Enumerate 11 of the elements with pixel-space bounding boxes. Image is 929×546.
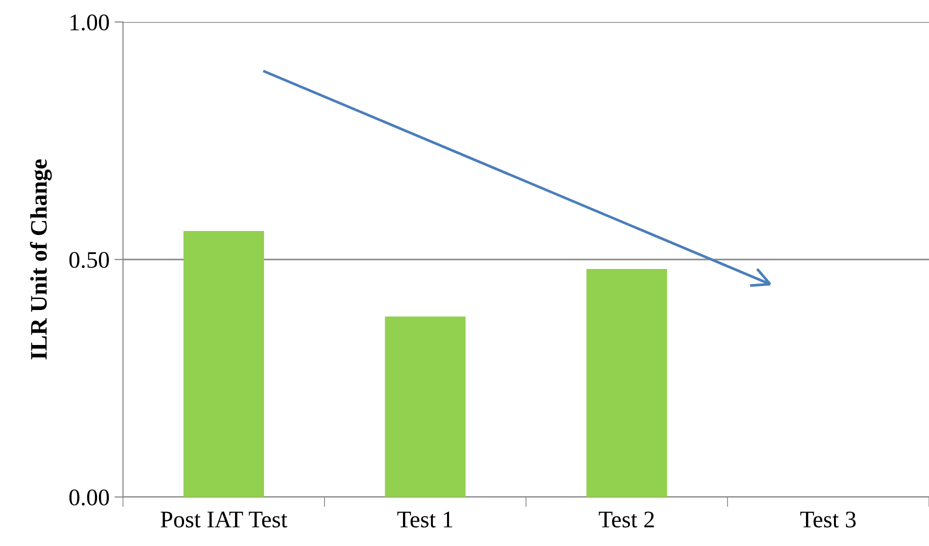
y-axis-title: ILR Unit of Change — [30, 159, 52, 360]
bar — [183, 231, 264, 497]
x-tick-label: Post IAT Test — [160, 512, 288, 528]
y-tick-label: 0.50 — [69, 252, 109, 268]
bar — [384, 316, 466, 497]
y-tick-label: 0.00 — [69, 489, 109, 506]
x-tick-label: Test 2 — [598, 512, 654, 528]
x-tick-label: Test 1 — [397, 512, 452, 528]
bar — [586, 269, 668, 497]
y-tick-label: 1.00 — [70, 14, 109, 31]
x-tick-label: Test 3 — [800, 512, 856, 528]
